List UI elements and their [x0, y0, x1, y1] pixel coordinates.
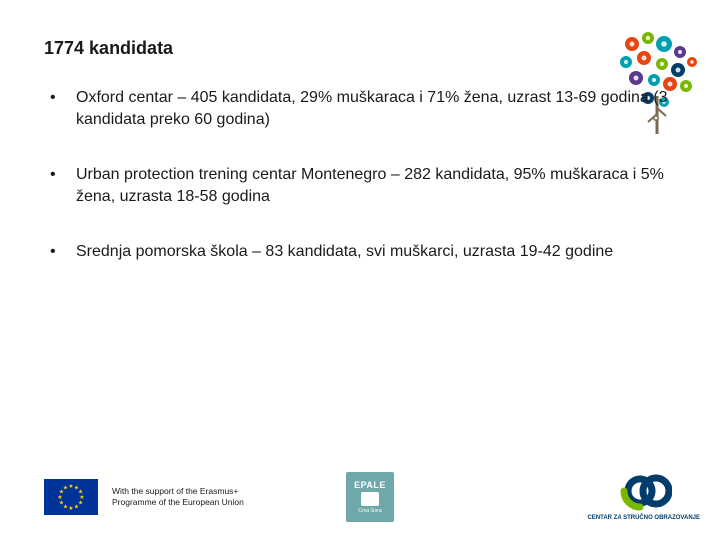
slide-container: 1774 kandidata Oxford centar – 405 kandi… — [0, 0, 720, 540]
bullet-item: Urban protection trening centar Monteneg… — [44, 164, 676, 207]
cso-logo-icon — [616, 471, 672, 511]
svg-text:★: ★ — [68, 505, 73, 512]
bullet-item: Srednja pomorska škola – 83 kandidata, s… — [44, 241, 676, 263]
cso-logo-block: CENTAR ZA STRUČNO OBRAZOVANJE — [587, 471, 700, 522]
support-text: With the support of the Erasmus+ Program… — [112, 486, 252, 507]
epale-logo: EPALE Crna Gora — [346, 472, 394, 522]
svg-text:★: ★ — [74, 503, 79, 510]
footer: ★★★★★★★★★★★★ With the support of the Era… — [44, 471, 700, 522]
eu-flag-icon: ★★★★★★★★★★★★ — [44, 479, 98, 515]
slide-title: 1774 kandidata — [44, 38, 676, 59]
cso-text: CENTAR ZA STRUČNO OBRAZOVANJE — [587, 515, 700, 522]
epale-sub: Crna Gora — [358, 508, 381, 514]
bullet-item: Oxford centar – 405 kandidata, 29% muška… — [44, 87, 676, 130]
svg-text:★: ★ — [63, 484, 68, 491]
epale-label: EPALE — [354, 480, 386, 490]
bullet-list: Oxford centar – 405 kandidata, 29% muška… — [44, 87, 676, 263]
epale-person-icon — [361, 492, 379, 506]
